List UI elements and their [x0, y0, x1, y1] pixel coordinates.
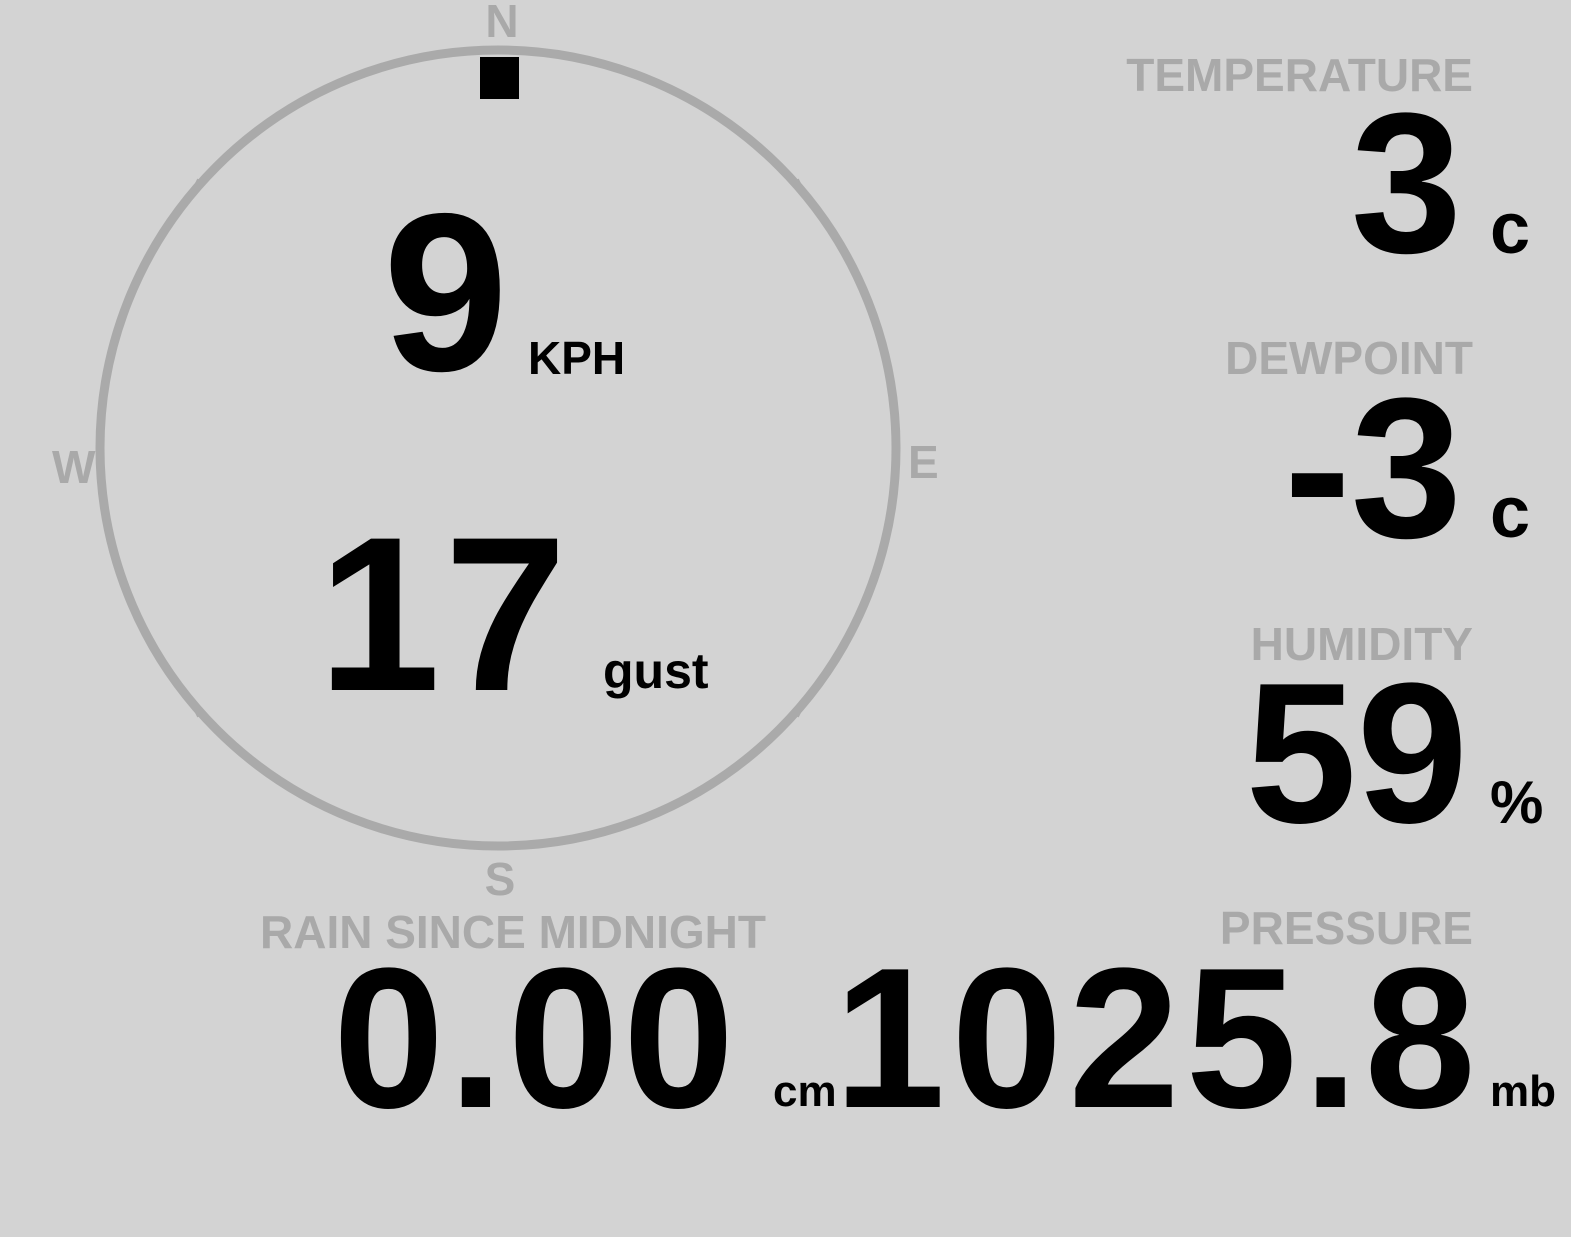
- temperature-unit: c: [1490, 189, 1531, 269]
- compass-south-label: S: [484, 853, 516, 905]
- tick-nw: [191, 178, 203, 194]
- compass-east-label: E: [908, 436, 939, 488]
- wind-gust-value: 17: [318, 491, 571, 737]
- rain-value: 0.00: [333, 927, 739, 1150]
- humidity-unit: %: [1490, 769, 1544, 836]
- tick-se: [793, 702, 805, 718]
- compass-ticks: [191, 178, 805, 718]
- pressure-value: 1025.8: [834, 927, 1482, 1150]
- tick-ne: [793, 178, 805, 194]
- compass-ring: [95, 45, 901, 851]
- wind-gust-unit: gust: [603, 643, 709, 699]
- dewpoint-label: DEWPOINT: [1225, 332, 1473, 384]
- tick-sw: [191, 702, 203, 718]
- pressure-unit: mb: [1490, 1067, 1556, 1116]
- compass-north-label: N: [485, 0, 519, 47]
- rain-unit: cm: [773, 1067, 837, 1116]
- compass-west-label: W: [52, 441, 96, 493]
- temperature-label: TEMPERATURE: [1126, 49, 1473, 101]
- temperature-value: 3: [1350, 72, 1462, 295]
- pressure-label: PRESSURE: [1219, 902, 1473, 954]
- humidity-label: HUMIDITY: [1250, 618, 1473, 670]
- dewpoint-value: -3: [1284, 357, 1462, 580]
- north-marker-icon: [480, 57, 519, 99]
- dewpoint-unit: c: [1490, 473, 1531, 553]
- rain-label: RAIN SINCE MIDNIGHT: [260, 906, 766, 958]
- wind-speed-unit: KPH: [528, 332, 626, 384]
- humidity-value: 59: [1245, 642, 1468, 865]
- wind-speed-value: 9: [383, 166, 509, 418]
